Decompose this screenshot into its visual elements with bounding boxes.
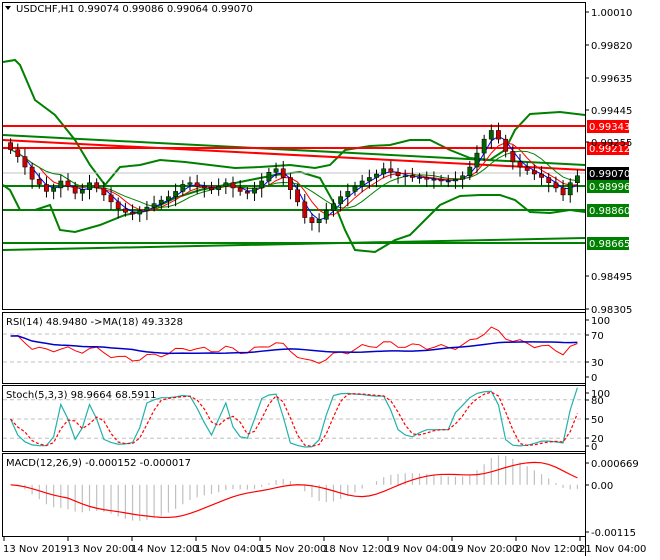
time-tick-label: 15 Nov 20:00 [259,544,326,555]
svg-text:0.99070: 0.99070 [589,169,630,180]
macd-panel[interactable] [2,453,586,537]
time-tick-label: 13 Nov 2019 [3,544,67,555]
price-tick-label: 0.99255 [591,138,632,149]
time-tick-label: 19 Nov 04:00 [387,544,454,555]
rsi-title: RSI(14) 48.9480 ->MA(18) 49.3328 [6,317,183,328]
time-tick-label: 21 Nov 04:00 [579,544,646,555]
svg-text:50: 50 [591,415,604,426]
svg-text:100: 100 [591,389,610,400]
price-tick-label: 0.98305 [591,305,632,316]
price-axis: 1.00010 0.99820 0.99635 0.99445 0.99255 0.984… [585,2,632,556]
horizontal-levels: 0.99343 0.99212 0.98996 0.98860 0.98665 0.990… [3,120,630,250]
svg-text:20: 20 [591,434,604,445]
svg-text:0: 0 [591,442,597,453]
level-price-tag [587,142,629,155]
stoch-title: Stoch(5,3,3) 98.9664 68.5911 [6,390,157,401]
level-price-tag [587,204,629,217]
svg-text:0.99343: 0.99343 [589,122,630,133]
price-tick-label: 0.98495 [591,272,632,283]
time-tick-label: 19 Nov 20:00 [451,544,518,555]
main-title: USDCHF,H1 0.99074 0.99086 0.99064 0.9907… [16,4,253,15]
svg-text:70: 70 [591,331,604,342]
svg-text:0.98665: 0.98665 [589,239,630,250]
level-price-tag [587,237,629,250]
svg-text:-0.00115: -0.00115 [591,528,636,539]
candlesticks [8,122,580,233]
price-tick-label: 0.99820 [591,41,632,52]
time-tick-label: 14 Nov 12:00 [131,544,198,555]
svg-text:0.99212: 0.99212 [589,144,630,155]
svg-text:0.000669: 0.000669 [591,459,639,470]
svg-text:0.98996: 0.98996 [589,182,630,193]
time-tick-label: 15 Nov 04:00 [195,544,262,555]
macd-histogram: 0.000669 0.00 -0.00115 [10,455,639,539]
current-price-tag [587,167,629,180]
level-price-tag [587,180,629,193]
svg-text:80: 80 [591,396,604,407]
svg-text:0.98860: 0.98860 [589,206,630,217]
svg-text:100: 100 [591,316,610,327]
macd-title: MACD(12,26,9) -0.000152 -0.000017 [6,458,191,469]
rsi-panel[interactable] [2,312,586,384]
collapse-triangle-icon[interactable] [5,6,11,10]
svg-text:30: 30 [591,358,604,369]
time-tick-label: 18 Nov 12:00 [323,544,390,555]
rsi-lines: 100 70 30 0 [3,316,610,384]
price-tick-label: 0.99445 [591,106,632,117]
level-price-tag [587,120,629,133]
svg-text:0: 0 [591,373,597,384]
price-tick-label: 0.99635 [591,74,632,85]
time-tick-label: 13 Nov 20:00 [67,544,134,555]
time-tick-label: 20 Nov 12:00 [515,544,582,555]
price-tick-label: 1.00010 [591,8,632,19]
svg-text:0.00: 0.00 [591,481,613,492]
